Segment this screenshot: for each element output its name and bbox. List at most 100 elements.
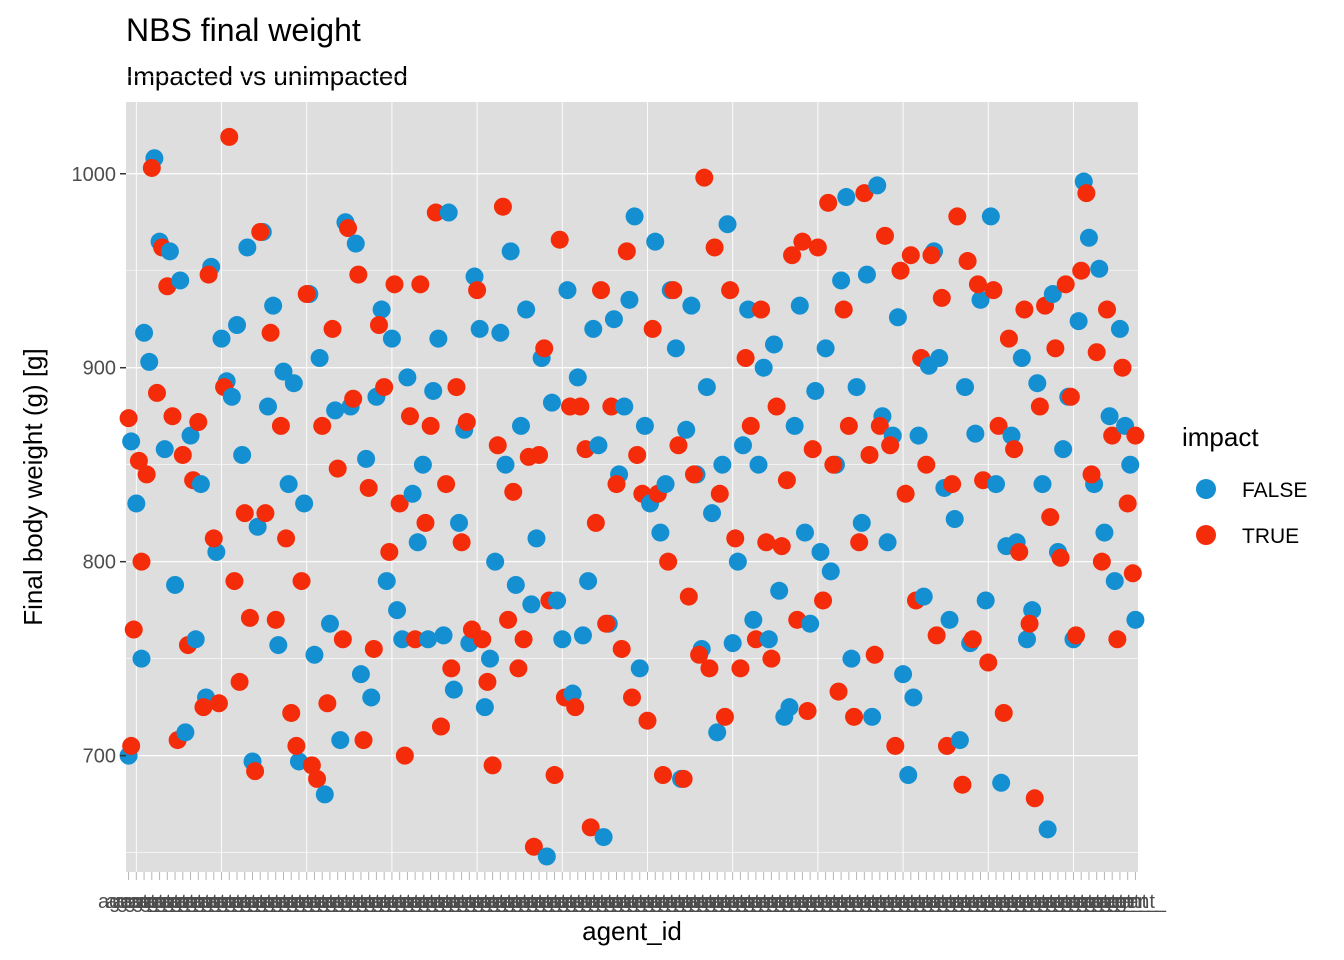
data-point-false	[542, 393, 561, 412]
data-point-true	[659, 552, 678, 571]
data-point-false	[940, 610, 959, 629]
x-tick-label: agent_	[392, 891, 454, 913]
data-point-true	[731, 659, 750, 678]
x-tick-label: agent_	[679, 891, 741, 913]
data-point-false	[816, 339, 835, 358]
data-point-true	[922, 246, 941, 265]
data-point-true	[623, 688, 641, 707]
data-point-true	[328, 459, 347, 478]
legend: impact FALSE TRUE	[1182, 422, 1307, 548]
x-tick-label: agent_	[106, 891, 168, 913]
data-point-true	[566, 698, 585, 717]
data-point-true	[437, 475, 456, 494]
data-point-false	[821, 562, 840, 581]
data-point-false	[135, 323, 154, 342]
data-point-false	[305, 645, 324, 664]
data-point-true	[1082, 465, 1101, 484]
data-point-false	[295, 494, 314, 513]
data-point-true	[870, 416, 889, 435]
data-point-true	[271, 416, 290, 435]
x-tick-label: agent_	[903, 891, 965, 913]
data-point-false	[697, 378, 716, 397]
data-point-false	[233, 445, 252, 464]
x-tick-label: agent_	[640, 891, 702, 913]
data-point-true	[416, 513, 435, 532]
data-point-false	[408, 533, 427, 552]
x-tick-label: agent_	[648, 891, 710, 913]
y-tick-label: 700	[83, 746, 116, 768]
data-point-true	[147, 383, 166, 402]
data-point-true	[1051, 548, 1070, 567]
data-point-true	[721, 281, 740, 300]
x-tick-label: agent_	[152, 891, 214, 913]
x-tick-label: agent_	[694, 891, 756, 913]
data-point-true	[421, 416, 440, 435]
data-point-true	[1126, 426, 1145, 445]
data-point-true	[359, 478, 378, 497]
x-tick-label: agent_	[385, 891, 447, 913]
y-tick-label: 900	[83, 358, 116, 380]
data-point-false	[315, 785, 334, 804]
x-tick-label: agent_	[919, 891, 981, 913]
data-point-false	[388, 601, 407, 620]
data-point-false	[166, 575, 185, 594]
data-point-false	[1054, 440, 1073, 459]
data-point-false	[419, 630, 438, 649]
x-tick-label: agent_	[834, 891, 896, 913]
data-point-true	[406, 630, 425, 649]
data-point-true	[375, 378, 394, 397]
data-point-true	[129, 451, 148, 470]
data-point-false	[1017, 630, 1036, 649]
data-point-true	[679, 587, 698, 606]
data-point-true	[710, 484, 729, 503]
data-point-true	[1123, 564, 1142, 583]
data-point-true	[220, 127, 239, 146]
data-point-true	[302, 756, 321, 775]
data-point-true	[845, 707, 864, 726]
data-point-true	[323, 319, 342, 338]
data-point-true	[953, 775, 972, 794]
data-point-true	[457, 413, 476, 432]
data-point-true	[292, 572, 311, 591]
x-tick-label: agent_	[795, 891, 857, 913]
data-point-true	[597, 614, 616, 633]
data-point-false	[573, 626, 592, 645]
data-point-false	[981, 207, 1000, 226]
data-point-true	[163, 407, 182, 426]
data-point-false	[191, 475, 210, 494]
data-point-false	[496, 455, 515, 474]
data-point-true	[344, 389, 363, 408]
data-point-true	[736, 349, 755, 368]
data-point-false	[992, 773, 1011, 792]
x-tick-label: agent_	[191, 891, 253, 913]
data-point-true	[550, 230, 569, 249]
data-point-true	[1072, 261, 1091, 280]
data-point-false	[568, 368, 587, 387]
data-point-false	[310, 349, 329, 368]
chart-title: NBS final weight	[126, 12, 361, 48]
data-point-false	[393, 630, 412, 649]
data-point-true	[240, 608, 259, 627]
legend-title: impact	[1182, 422, 1259, 452]
data-point-false	[434, 626, 453, 645]
x-tick-label: agent_	[880, 891, 942, 913]
data-point-false	[429, 329, 448, 348]
data-point-true	[927, 626, 946, 645]
x-tick-label: agent_	[663, 891, 725, 913]
data-points	[119, 127, 1145, 866]
x-tick-label: agent_	[857, 891, 919, 913]
data-point-true	[545, 766, 564, 785]
data-point-false	[666, 339, 685, 358]
data-point-true	[426, 203, 445, 222]
x-tick-label: agent_	[617, 891, 679, 913]
x-tick-label: agent_	[927, 891, 989, 913]
y-tick-label: 1000	[72, 164, 117, 186]
data-point-true	[752, 300, 771, 319]
data-point-false	[703, 504, 722, 523]
data-point-true	[339, 219, 358, 238]
x-tick-label: agent_	[996, 891, 1058, 913]
data-point-false	[976, 591, 995, 610]
data-point-false	[403, 484, 422, 503]
data-point-false	[274, 362, 293, 381]
